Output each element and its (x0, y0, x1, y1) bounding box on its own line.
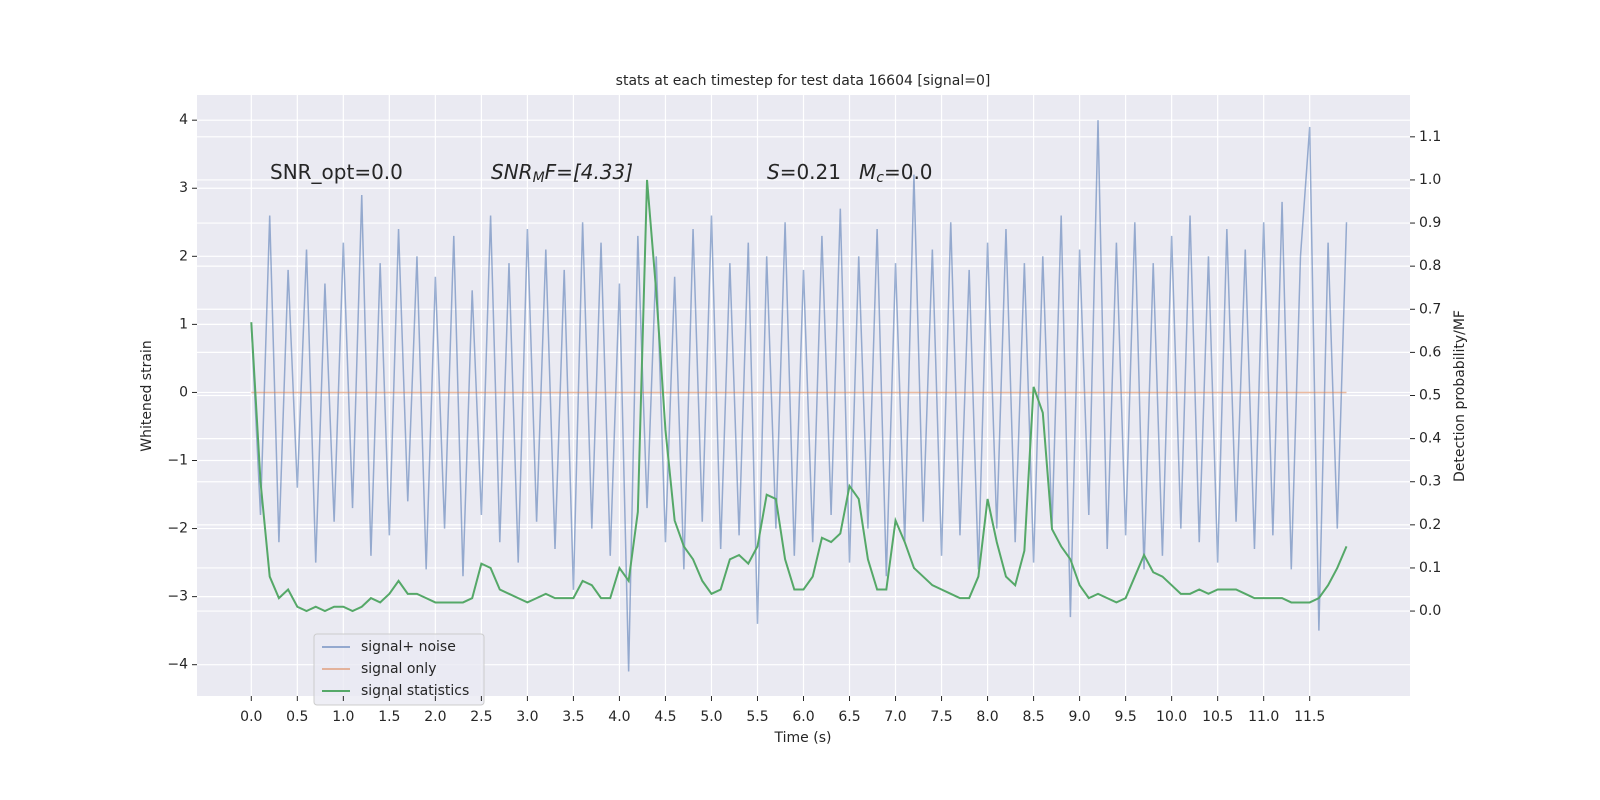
series-line (250, 179, 1348, 613)
y2-tick-label: 0.4 (1419, 431, 1441, 447)
x-tick-label: 7.0 (884, 709, 906, 725)
legend-label: signal only (361, 661, 436, 677)
x-tick-label: 1.0 (332, 709, 354, 725)
annotation: SNR_opt=0.0 (270, 160, 403, 184)
x-tick-label: 11.0 (1248, 709, 1279, 725)
y2-tick-label: 1.1 (1419, 129, 1441, 145)
y-tick-label: −2 (167, 521, 188, 537)
x-tick-label: 2.5 (470, 709, 492, 725)
x-tick-label: 4.5 (654, 709, 676, 725)
x-axis-label: Time (s) (774, 730, 832, 746)
x-tick-label: 9.0 (1068, 709, 1090, 725)
x-tick-label: 11.5 (1294, 709, 1325, 725)
legend-box (313, 633, 485, 706)
x-tick-label: 0.5 (286, 709, 308, 725)
y-tick-label: 2 (179, 248, 188, 264)
x-tick-label: 4.0 (608, 709, 630, 725)
x-tick-label: 8.5 (1022, 709, 1044, 725)
y2-tick-label: 0.8 (1419, 258, 1441, 274)
x-tick-label: 10.5 (1202, 709, 1233, 725)
annotation-text: =0.21 (780, 160, 841, 184)
legend: signal+ noise signal only signal statistic… (313, 633, 485, 706)
y2-tick-label: 1.0 (1419, 172, 1441, 188)
legend-label: signal statistics (361, 683, 469, 699)
y-tick-label: 0 (179, 384, 188, 400)
y2-tick-label: 0.6 (1419, 344, 1441, 360)
annotation-text: SNR_opt=0.0 (270, 160, 403, 184)
annotation-subscript: M (533, 170, 545, 186)
y2-tick-label: 0.5 (1419, 388, 1441, 404)
x-tick-label: 8.0 (976, 709, 998, 725)
chart-title: stats at each timestep for test data 166… (616, 73, 991, 89)
y-tick-label: 3 (179, 180, 188, 196)
y-tick-label: 4 (179, 112, 188, 128)
x-tick-label: 3.0 (516, 709, 538, 725)
x-tick-label: 5.5 (746, 709, 768, 725)
series-line (250, 120, 1348, 672)
y-tick-label: 1 (179, 316, 188, 332)
x-tick-label: 9.5 (1114, 709, 1136, 725)
annotation-subscript: c (876, 170, 884, 186)
y-tick-label: −3 (167, 589, 188, 605)
y-axis-label: Whitened strain (139, 340, 155, 451)
x-tick-label: 6.5 (838, 709, 860, 725)
y2-tick-label: 0.1 (1419, 560, 1441, 576)
marks (250, 120, 1348, 672)
annotation-text: =0.0 (884, 160, 933, 184)
y-tick-label: −1 (167, 453, 188, 469)
annotation-text: F=[4.33] (545, 160, 633, 184)
annotation-text: S (767, 160, 780, 184)
y2-tick-label: 0.0 (1419, 603, 1441, 619)
y2-tick-label: 0.9 (1419, 215, 1441, 231)
x-tick-label: 1.5 (378, 709, 400, 725)
annotation-text: M (859, 160, 876, 184)
x-tick-label: 10.0 (1156, 709, 1187, 725)
y2-tick-label: 0.2 (1419, 517, 1441, 533)
x-tick-label: 3.5 (562, 709, 584, 725)
annotation: S=0.21 Mc=0.0 (767, 160, 933, 187)
y-tick-label: −4 (167, 657, 188, 673)
x-tick-label: 6.0 (792, 709, 814, 725)
x-tick-label: 7.5 (930, 709, 952, 725)
legend-label: signal+ noise (361, 639, 456, 655)
x-tick-label: 0.0 (240, 709, 262, 725)
y2-tick-label: 0.7 (1419, 301, 1441, 317)
x-tick-label: 5.0 (700, 709, 722, 725)
annotation: SNRMF=[4.33] (491, 160, 633, 187)
annotation-text: SNR (491, 160, 533, 184)
x-tick-label: 2.0 (424, 709, 446, 725)
y2-axis-label: Detection probability/MF (1452, 310, 1468, 482)
y2-tick-label: 0.3 (1419, 474, 1441, 490)
